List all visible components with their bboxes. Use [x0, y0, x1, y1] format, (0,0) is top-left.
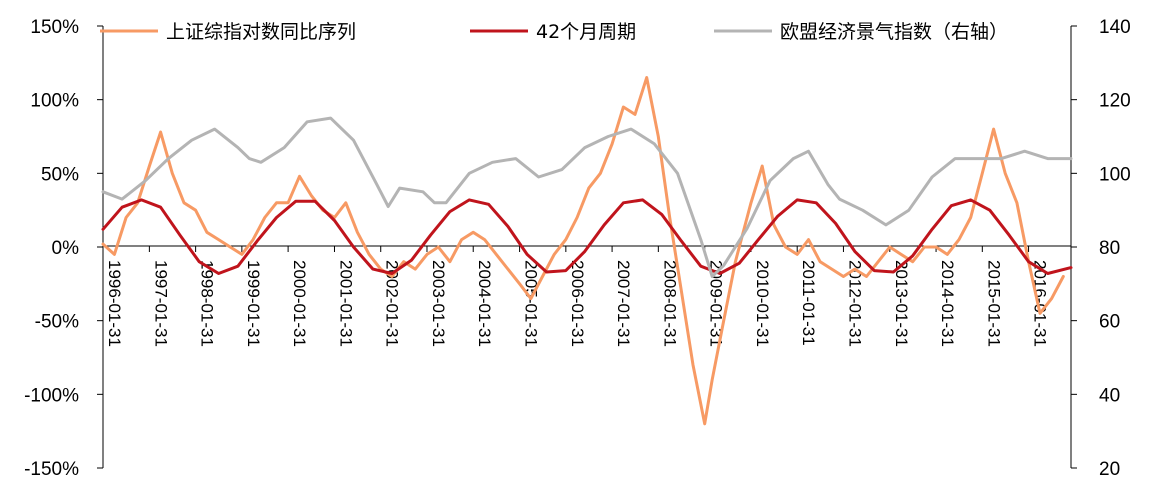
y-left-tick-label: 100%	[30, 91, 79, 112]
y-right-tick-label: 140	[1099, 17, 1131, 38]
x-tick-label: 2010-01-31	[753, 260, 772, 347]
x-tick-label: 2007-01-31	[614, 260, 633, 347]
chart-legend: 上证综指对数同比序列 42个月周期 欧盟经济景气指数（右轴）	[100, 21, 1008, 43]
y-right-tick-label: 40	[1099, 385, 1120, 406]
x-tick-label: 2004-01-31	[475, 260, 494, 347]
y-left-tick-label: -100%	[24, 385, 79, 406]
y-left-tick-label: 0%	[52, 238, 80, 259]
x-tick-label: 2012-01-31	[845, 260, 864, 347]
legend-item: 42个月周期	[470, 21, 636, 43]
series-line-1	[101, 76, 1065, 426]
chart-series-layer	[101, 76, 1073, 426]
series-line-2	[101, 198, 1073, 275]
x-tick-label: 2002-01-31	[383, 260, 402, 347]
x-tick-label: 2015-01-31	[984, 260, 1003, 347]
y-left-tick-label: 150%	[30, 17, 79, 38]
x-tick-label: 2014-01-31	[938, 260, 957, 347]
series-line-3	[101, 116, 1073, 278]
legend-label: 42个月周期	[536, 21, 636, 43]
x-tick-label: 1998-01-31	[198, 260, 217, 347]
y-left-tick-label: -150%	[24, 459, 79, 480]
x-tick-label: 2016-01-31	[1031, 260, 1050, 347]
x-tick-label: 2000-01-31	[290, 260, 309, 347]
y-left-tick-label: -50%	[35, 312, 79, 333]
y-right-tick-label: 80	[1099, 238, 1120, 259]
y-right-tick-label: 20	[1099, 459, 1120, 480]
legend-label: 欧盟经济景气指数（右轴）	[780, 21, 1008, 43]
legend-item: 上证综指对数同比序列	[100, 21, 356, 43]
x-tick-label: 1999-01-31	[244, 260, 263, 347]
x-tick-label: 2009-01-31	[707, 260, 726, 347]
x-tick-label: 2011-01-31	[799, 260, 818, 346]
y-right-tick-label: 60	[1099, 312, 1120, 333]
x-tick-label: 2005-01-31	[522, 260, 541, 347]
x-tick-label: 2001-01-31	[336, 260, 355, 347]
x-tick-label: 2008-01-31	[660, 260, 679, 347]
x-tick-label: 1996-01-31	[105, 260, 124, 347]
y-right-tick-label: 120	[1099, 91, 1131, 112]
legend-item: 欧盟经济景气指数（右轴）	[714, 21, 1008, 43]
x-tick-label: 2003-01-31	[429, 260, 448, 347]
legend-label: 上证综指对数同比序列	[166, 21, 356, 43]
chart-axes: -150% -100% -50% 0% 50% 100% 150% 20 40 60 80 100 12…	[24, 17, 1131, 480]
y-right-tick-label: 100	[1099, 164, 1131, 185]
y-left-tick-label: 50%	[41, 164, 79, 185]
x-tick-label: 2006-01-31	[568, 260, 587, 347]
x-tick-label: 1997-01-31	[151, 260, 170, 347]
x-tick-label: 2013-01-31	[892, 260, 911, 347]
